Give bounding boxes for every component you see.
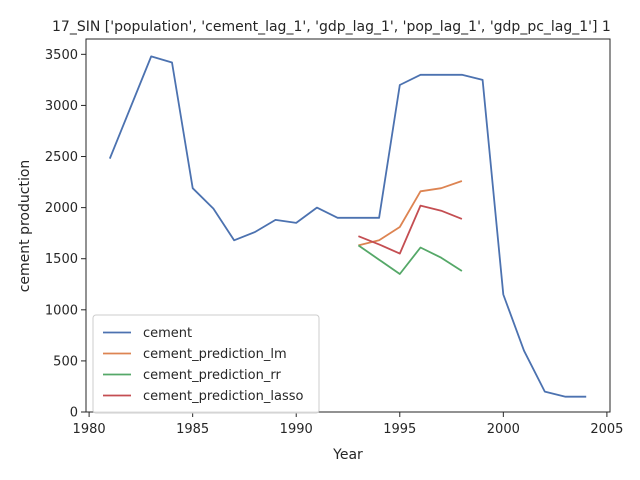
x-tick-label: 1985 — [176, 422, 209, 437]
x-tick-label: 1990 — [280, 422, 313, 437]
legend-entry-label: cement_prediction_lm — [143, 347, 287, 362]
x-axis: 1980 1985 1990 1995 2000 2005 — [73, 412, 623, 437]
y-axis-label: cement production — [17, 160, 33, 293]
series-line-cement-prediction-lm — [358, 180, 463, 247]
legend: cement cement_prediction_lm cement_predict… — [92, 314, 320, 414]
y-axis: 0 500 1000 1500 2000 2500 3000 3500 — [45, 48, 86, 421]
y-tick-label: 0 — [70, 406, 78, 421]
y-tick-label: 2000 — [45, 201, 78, 216]
y-tick-label: 1000 — [45, 303, 78, 318]
y-tick-label: 1500 — [45, 252, 78, 267]
x-tick-label: 1980 — [73, 422, 106, 437]
x-axis-label: Year — [332, 447, 363, 463]
legend-entry-label: cement_prediction_lasso — [143, 389, 303, 404]
x-tick-label: 1995 — [383, 422, 416, 437]
series-lines — [108, 55, 587, 398]
y-tick-label: 3000 — [45, 99, 78, 114]
legend-box — [92, 314, 320, 414]
chart-title: 17_SIN ['population', 'cement_lag_1', 'g… — [52, 19, 611, 35]
y-tick-label: 2500 — [45, 150, 78, 165]
y-tick-label: 3500 — [45, 48, 78, 63]
plot-area — [85, 38, 611, 413]
legend-entry-label: cement — [143, 326, 192, 341]
x-tick-label: 2000 — [487, 422, 520, 437]
x-tick-label: 2005 — [590, 422, 623, 437]
y-tick-label: 500 — [53, 354, 78, 369]
legend-entry-label: cement_prediction_rr — [143, 368, 281, 383]
series-line-cement-prediction-rr — [357, 244, 463, 275]
series-line-cement — [108, 55, 587, 398]
series-line-cement-prediction-lasso — [358, 204, 463, 255]
